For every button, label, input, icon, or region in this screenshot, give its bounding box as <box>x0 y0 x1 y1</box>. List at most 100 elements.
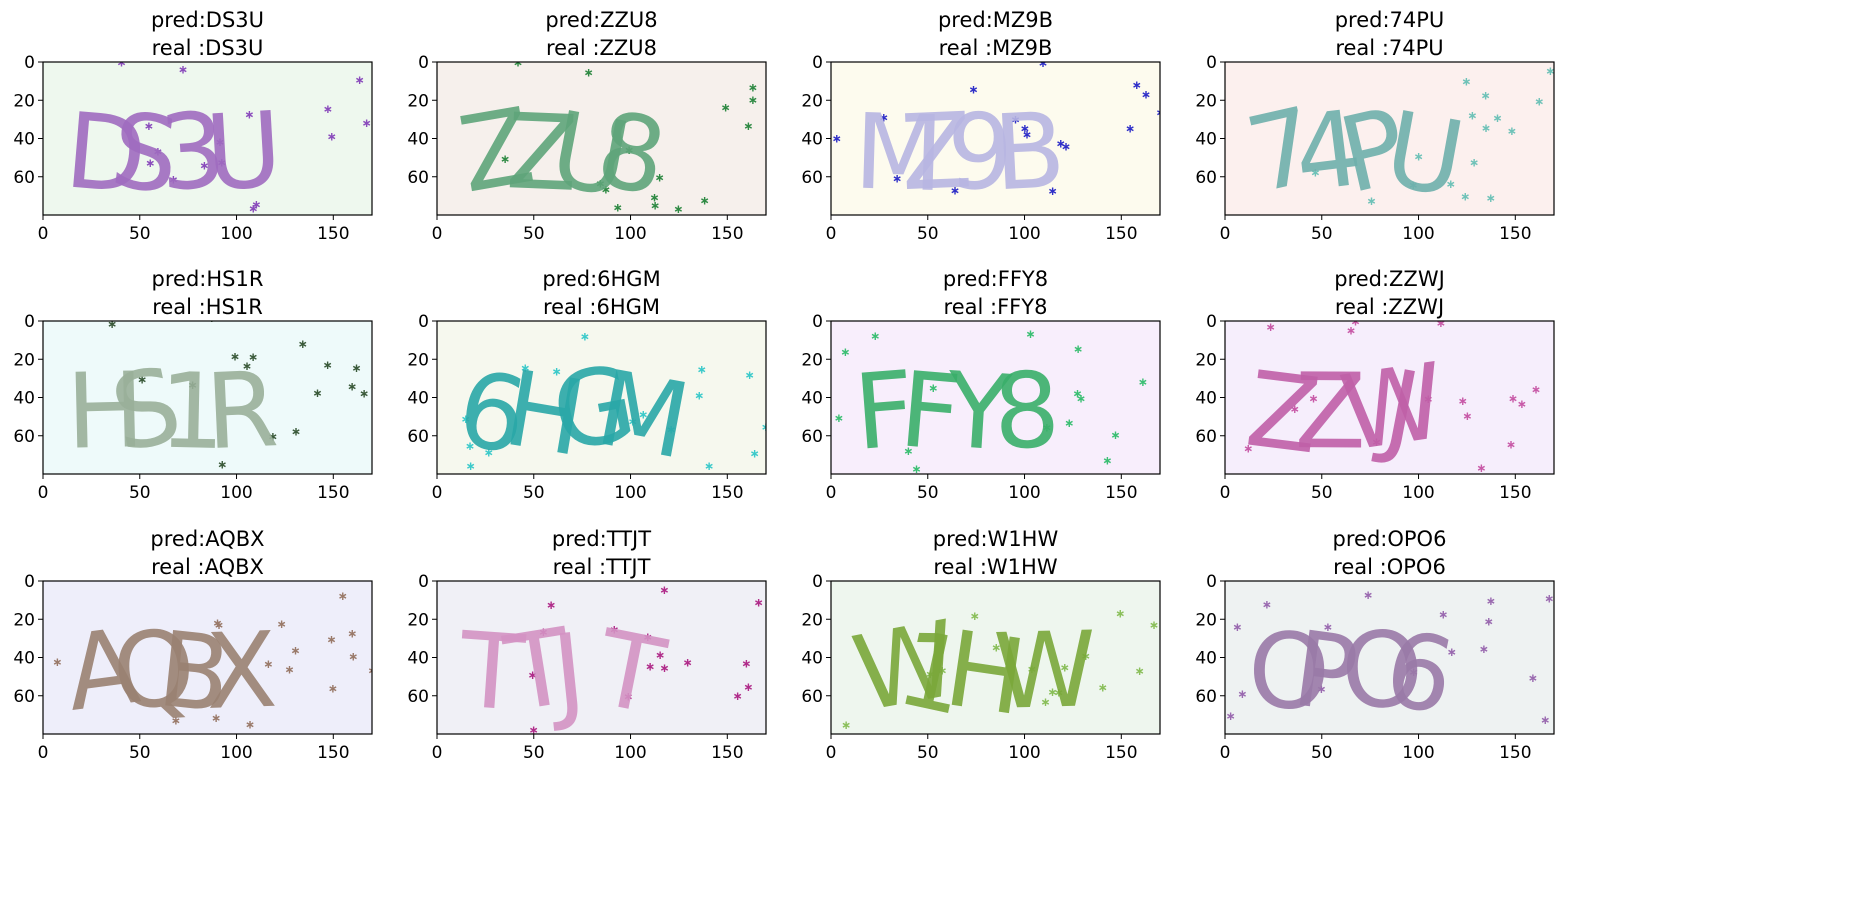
noise-dot: ∗ <box>1262 598 1272 612</box>
noise-dot: ∗ <box>741 657 751 671</box>
noise-dot: ∗ <box>879 110 889 124</box>
noise-dot: ∗ <box>168 172 178 186</box>
y-tick-label: 40 <box>13 130 35 150</box>
noise-dot: ∗ <box>583 65 593 79</box>
noise-dot: ∗ <box>1460 190 1470 204</box>
noise-dot: ∗ <box>1138 375 1148 389</box>
x-tick-label: 150 <box>317 483 349 503</box>
noise-dot: ∗ <box>1479 642 1489 656</box>
captcha-char: O <box>1338 607 1427 734</box>
noise-dot: ∗ <box>327 129 337 143</box>
y-tick-label: 20 <box>13 350 35 370</box>
noise-dot: ∗ <box>1371 435 1381 449</box>
noise-dot: ∗ <box>244 108 254 122</box>
noise-dot: ∗ <box>1346 324 1356 338</box>
noise-dot: ∗ <box>1310 165 1320 179</box>
x-tick-label: 0 <box>38 224 49 244</box>
noise-dot: ∗ <box>230 349 240 363</box>
noise-dot: ∗ <box>1507 124 1517 138</box>
noise-dot: ∗ <box>1476 461 1486 475</box>
noise-dot: ∗ <box>211 711 221 725</box>
captcha-char: B <box>153 608 237 737</box>
noise-dot: ∗ <box>1020 122 1030 136</box>
x-tick-label: 50 <box>523 224 545 244</box>
captcha-char: Y <box>942 349 1015 475</box>
y-tick-label: 40 <box>1195 649 1217 669</box>
captcha-background <box>43 321 372 474</box>
noise-dot: ∗ <box>968 82 978 96</box>
noise-dot: ∗ <box>1363 588 1373 602</box>
y-tick-label: 60 <box>13 168 35 188</box>
noise-dot: ∗ <box>745 368 755 382</box>
y-tick-label: 20 <box>1195 350 1217 370</box>
noise-dot: ∗ <box>1155 105 1165 119</box>
x-tick-label: 150 <box>1499 483 1531 503</box>
panel-title: pred:FFY8 real :FFY8 <box>771 265 1220 321</box>
title-pred: pred:74PU <box>1334 8 1445 32</box>
noise-dot: ∗ <box>52 655 62 669</box>
noise-dot: ∗ <box>1054 686 1064 700</box>
noise-dot: ∗ <box>601 183 611 197</box>
title-real: real :OPO6 <box>1333 555 1446 579</box>
title-pred: pred:OPO6 <box>1332 527 1447 551</box>
captcha-char: W <box>1333 340 1452 476</box>
noise-dot: ∗ <box>682 656 692 670</box>
x-tick-label: 0 <box>38 743 49 763</box>
noise-dot: ∗ <box>1517 397 1527 411</box>
y-tick-label: 20 <box>1195 91 1217 111</box>
x-tick-label: 0 <box>1220 224 1231 244</box>
noise-dot: ∗ <box>323 102 333 116</box>
noise-dot: ∗ <box>1040 695 1050 709</box>
y-tick-label: 0 <box>418 313 429 332</box>
noise-dot: ∗ <box>1486 191 1496 205</box>
noise-dot: ∗ <box>1508 391 1518 405</box>
y-tick-label: 40 <box>1195 389 1217 409</box>
x-tick-label: 50 <box>917 483 939 503</box>
noise-dot: ∗ <box>1022 127 1032 141</box>
y-tick-label: 40 <box>801 389 823 409</box>
x-tick-label: 50 <box>917 224 939 244</box>
noise-dot: ∗ <box>484 445 494 459</box>
y-tick-label: 40 <box>13 389 35 409</box>
noise-dot: ∗ <box>1159 365 1169 379</box>
noise-dot: ∗ <box>1316 682 1326 696</box>
x-tick-label: 50 <box>917 743 939 763</box>
x-tick-label: 150 <box>711 743 743 763</box>
noise-dot: ∗ <box>925 667 935 681</box>
noise-dot: ∗ <box>1060 660 1070 674</box>
noise-dot: ∗ <box>937 664 947 678</box>
y-tick-label: 40 <box>407 130 429 150</box>
captcha-char: P <box>1286 607 1364 736</box>
panel-title: pred:AQBX real :AQBX <box>0 525 432 581</box>
x-tick-label: 100 <box>614 743 646 763</box>
y-tick-label: 40 <box>1195 130 1217 150</box>
captcha-char: 4 <box>1288 87 1369 216</box>
x-tick-label: 100 <box>1008 743 1040 763</box>
captcha-background <box>831 62 1160 215</box>
title-pred: pred:TTJT <box>551 527 652 551</box>
noise-dot: ∗ <box>655 648 665 662</box>
noise-dot: ∗ <box>595 177 605 191</box>
noise-dot: ∗ <box>367 663 377 677</box>
y-tick-label: 40 <box>801 130 823 150</box>
y-tick-label: 0 <box>24 54 35 73</box>
x-tick-label: 100 <box>1008 224 1040 244</box>
x-tick-label: 0 <box>1220 743 1231 763</box>
x-tick-label: 50 <box>1311 743 1333 763</box>
captcha-char: 1 <box>158 350 227 473</box>
noise-dot: ∗ <box>188 378 198 392</box>
noise-dot: ∗ <box>145 156 155 170</box>
noise-dot: ∗ <box>326 633 336 647</box>
panel-title: pred:ZZU8 real :ZZU8 <box>377 6 826 62</box>
title-pred: pred:AQBX <box>150 527 265 551</box>
noise-dot: ∗ <box>1480 88 1490 102</box>
x-tick-label: 50 <box>523 483 545 503</box>
y-tick-label: 60 <box>407 427 429 447</box>
noise-dot: ∗ <box>212 616 222 630</box>
noise-dot: ∗ <box>970 609 980 623</box>
title-real: real :DS3U <box>151 36 264 60</box>
